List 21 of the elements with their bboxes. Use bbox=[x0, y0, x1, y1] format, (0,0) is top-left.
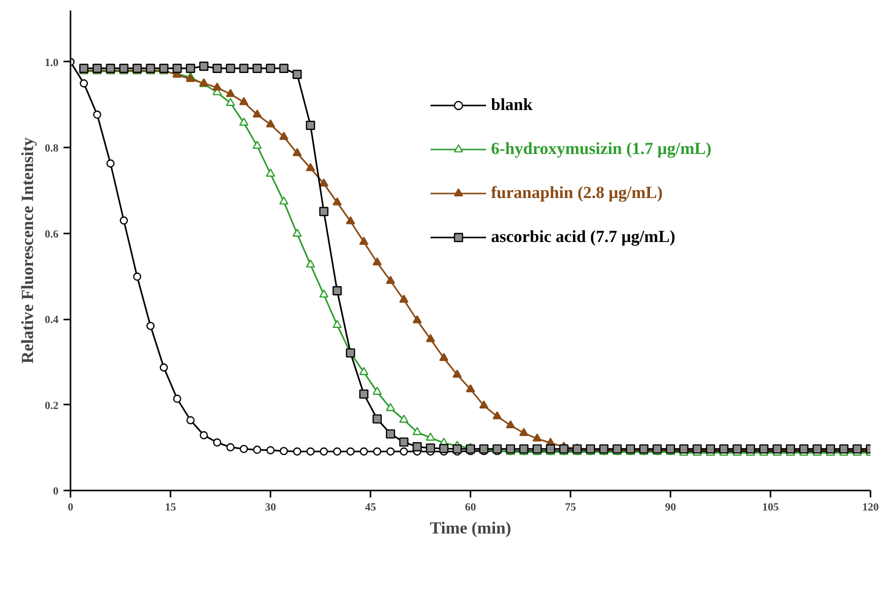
y-tick-label: 0.6 bbox=[44, 228, 59, 240]
x-axis-title: Time (min) bbox=[430, 518, 512, 538]
y-axis-title: Relative Fluorescence Intensity bbox=[18, 136, 37, 364]
y-tick-label: 1.0 bbox=[44, 56, 59, 69]
y-tick-label: 0.4 bbox=[44, 314, 59, 326]
legend-label: ascorbic acid (7.7 μg/mL) bbox=[491, 227, 676, 247]
legend-label: furanaphin (2.8 μg/mL) bbox=[491, 183, 663, 203]
y-tick-label: 0 bbox=[53, 486, 59, 498]
legend-label: blank bbox=[491, 95, 533, 115]
y-tick-label: 0.8 bbox=[44, 142, 59, 155]
legend-label: 6-hydroxymusizin (1.7 μg/mL) bbox=[491, 139, 712, 159]
x-tick-label: 0 bbox=[68, 502, 74, 514]
x-tick-label: 45 bbox=[365, 502, 376, 514]
x-tick-label: 30 bbox=[265, 502, 276, 514]
x-tick-label: 120 bbox=[862, 502, 880, 514]
x-tick-label: 90 bbox=[665, 502, 676, 514]
x-tick-label: 15 bbox=[165, 502, 176, 514]
y-tick-label: 0.2 bbox=[44, 400, 59, 412]
x-tick-label: 60 bbox=[465, 502, 476, 514]
x-tick-label: 105 bbox=[762, 502, 780, 514]
x-tick-label: 75 bbox=[565, 502, 576, 514]
